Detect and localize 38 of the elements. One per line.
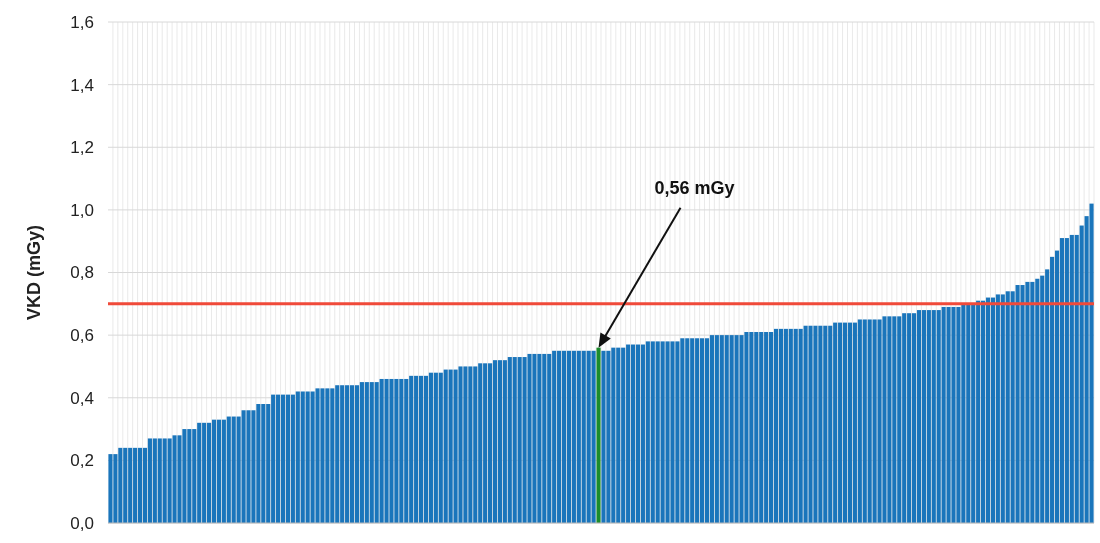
y-tick-label: 0,8 xyxy=(70,263,94,283)
y-tick-label: 0,0 xyxy=(70,513,94,533)
bar xyxy=(354,385,360,523)
bar xyxy=(773,328,779,523)
bar xyxy=(418,375,424,523)
bar xyxy=(951,306,956,523)
bar xyxy=(108,454,113,523)
y-tick-label: 0,6 xyxy=(70,326,94,346)
bar xyxy=(911,313,917,523)
bar xyxy=(566,350,572,523)
bar xyxy=(916,310,922,523)
bar xyxy=(704,338,710,523)
bar xyxy=(280,394,286,523)
bar xyxy=(211,419,217,523)
bar xyxy=(458,366,463,523)
y-tick-label: 1,0 xyxy=(70,200,94,220)
bar xyxy=(423,375,429,523)
bar xyxy=(842,322,848,523)
y-tick-label: 1,4 xyxy=(70,75,94,95)
bar xyxy=(1059,238,1065,523)
y-axis-title: VKD (mGy) xyxy=(24,224,44,321)
bar xyxy=(985,297,991,523)
annotation: 0,56 mGy xyxy=(654,177,735,198)
y-tick-label: 1,6 xyxy=(70,12,94,32)
bar xyxy=(778,328,784,523)
bar xyxy=(561,350,567,523)
bar xyxy=(1089,203,1094,523)
y-tick-label: 1,2 xyxy=(70,138,94,158)
bar xyxy=(285,394,291,523)
bar xyxy=(492,360,498,523)
y-tick-label: 0,2 xyxy=(70,451,94,471)
bar xyxy=(847,322,853,523)
bar xyxy=(630,344,636,523)
bar xyxy=(137,447,143,523)
bar xyxy=(349,385,355,523)
y-tick-label: 0,4 xyxy=(70,388,94,408)
bar xyxy=(635,344,641,523)
bar xyxy=(591,350,596,523)
